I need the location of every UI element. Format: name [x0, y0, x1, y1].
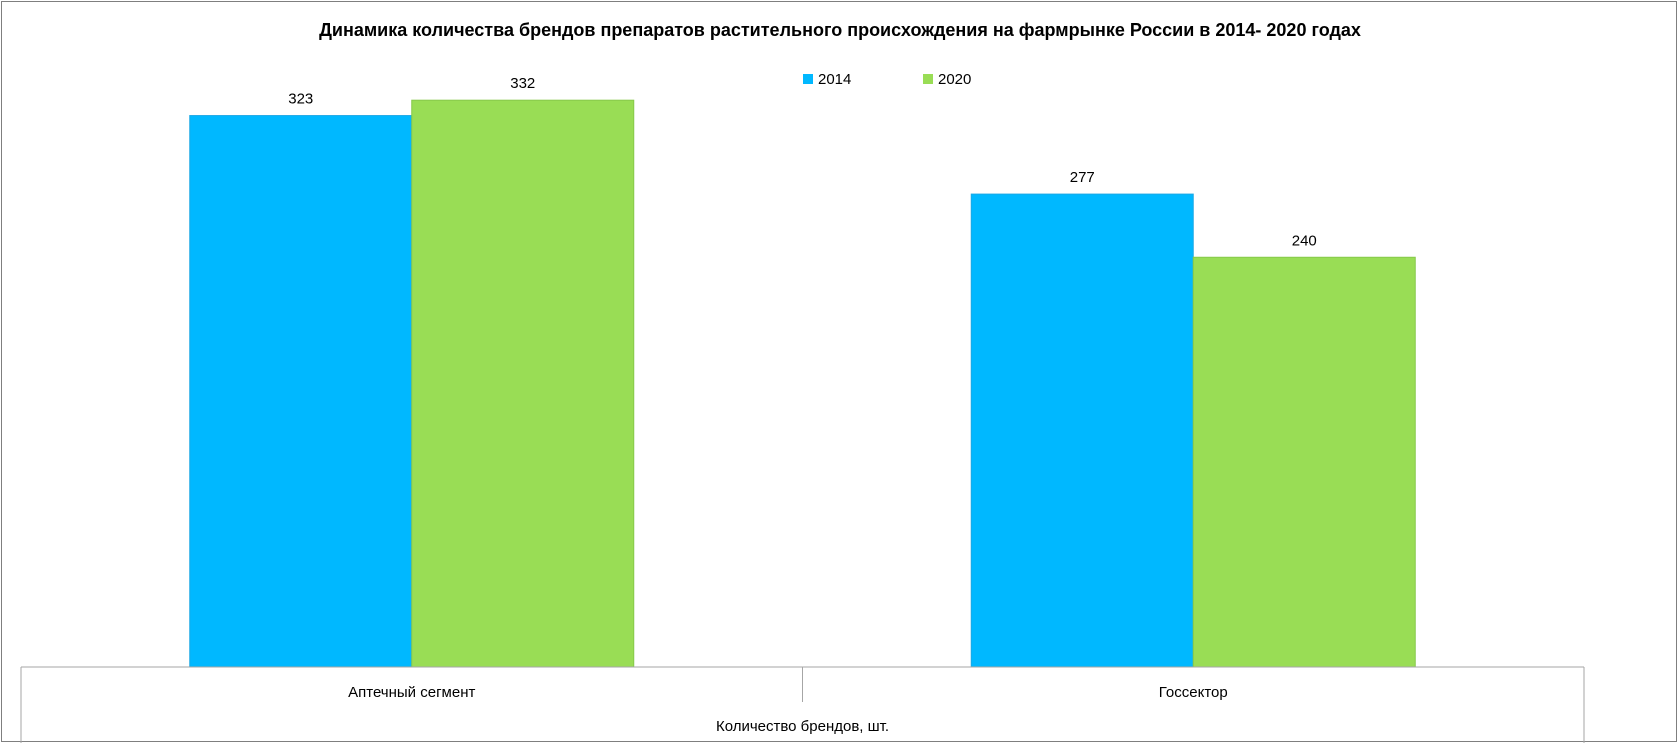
bar-2020-1 — [1192, 256, 1416, 668]
axis-group-label: Количество брендов, шт. — [716, 718, 889, 735]
legend: 2014 2020 — [803, 71, 971, 88]
bar-2014-0 — [189, 115, 413, 668]
data-label-2014-0: 323 — [288, 91, 313, 108]
data-label-2020-0: 332 — [510, 75, 535, 92]
data-label-2014-1: 277 — [1070, 169, 1095, 186]
legend-item-2014: 2014 — [803, 71, 851, 88]
data-labels-group: 323 332 277 240 — [288, 75, 1317, 249]
legend-swatch — [803, 74, 813, 84]
data-label-2020-1: 240 — [1292, 232, 1317, 249]
legend-label: 2020 — [938, 71, 971, 88]
legend-item-2020: 2020 — [923, 71, 971, 88]
legend-swatch — [923, 74, 933, 84]
category-tick-label: Госсектор — [1159, 684, 1228, 701]
category-axis: Аптечный сегмент Госсектор Количество брен… — [20, 666, 1585, 743]
bar-2020-0 — [411, 99, 635, 668]
bars-group — [189, 99, 1416, 668]
bar-2014-1 — [970, 193, 1194, 668]
legend-label: 2014 — [818, 71, 851, 88]
chart-title: Динамика количества брендов препаратов р… — [319, 20, 1361, 40]
category-tick-label: Аптечный сегмент — [348, 684, 475, 701]
